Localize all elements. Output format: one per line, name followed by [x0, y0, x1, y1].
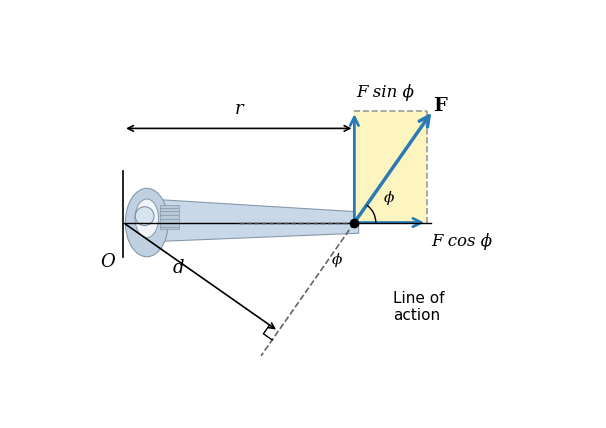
- Text: ϕ: ϕ: [332, 253, 342, 267]
- Polygon shape: [159, 205, 179, 229]
- Text: F: F: [433, 97, 447, 115]
- Ellipse shape: [125, 188, 168, 257]
- Text: F sin ϕ: F sin ϕ: [356, 83, 415, 101]
- Text: F cos ϕ: F cos ϕ: [431, 233, 493, 250]
- Text: ϕ: ϕ: [384, 191, 395, 205]
- Text: Line of
action: Line of action: [393, 291, 444, 324]
- Text: O: O: [100, 253, 115, 270]
- Polygon shape: [149, 199, 359, 242]
- Text: d: d: [172, 259, 184, 277]
- Polygon shape: [355, 111, 427, 223]
- Text: r: r: [235, 100, 243, 118]
- Circle shape: [135, 207, 154, 226]
- Ellipse shape: [135, 199, 159, 238]
